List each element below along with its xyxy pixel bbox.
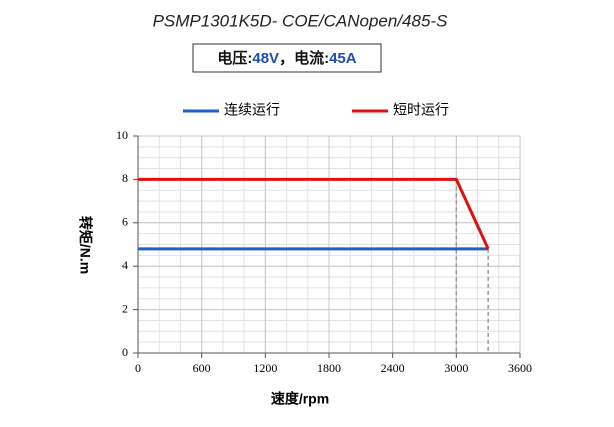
- current-label: ，电流:: [279, 49, 329, 67]
- x-tick-label: 600: [193, 361, 211, 375]
- voltage-label: 电压:: [217, 49, 252, 67]
- y-tick-label: 2: [122, 301, 128, 315]
- x-tick-label: 1800: [317, 361, 341, 375]
- y-tick-label: 4: [122, 258, 128, 272]
- y-tick-label: 6: [122, 215, 128, 229]
- x-tick-label: 3000: [444, 361, 468, 375]
- x-tick-label: 1200: [253, 361, 277, 375]
- legend-label: 连续运行: [224, 102, 280, 118]
- y-tick-label: 0: [122, 345, 128, 359]
- chart-title: PSMP1301K5D- COE/CANopen/485-S: [153, 11, 448, 30]
- y-tick-label: 8: [122, 171, 128, 185]
- y-axis-label: 转矩/N.m: [77, 216, 93, 274]
- y-tick-label: 10: [116, 128, 128, 142]
- x-tick-label: 2400: [381, 361, 405, 375]
- current-value: 45A: [329, 50, 357, 67]
- voltage-value: 48V: [252, 50, 279, 67]
- series-line: [138, 177, 490, 250]
- legend-label: 短时运行: [393, 102, 449, 118]
- x-tick-label: 3600: [508, 361, 532, 375]
- subtitle: 电压:48V，电流:45A: [217, 49, 356, 67]
- x-tick-label: 0: [135, 361, 141, 375]
- subtitle-box: [192, 43, 382, 73]
- x-axis-label: 速度/rpm: [271, 391, 329, 407]
